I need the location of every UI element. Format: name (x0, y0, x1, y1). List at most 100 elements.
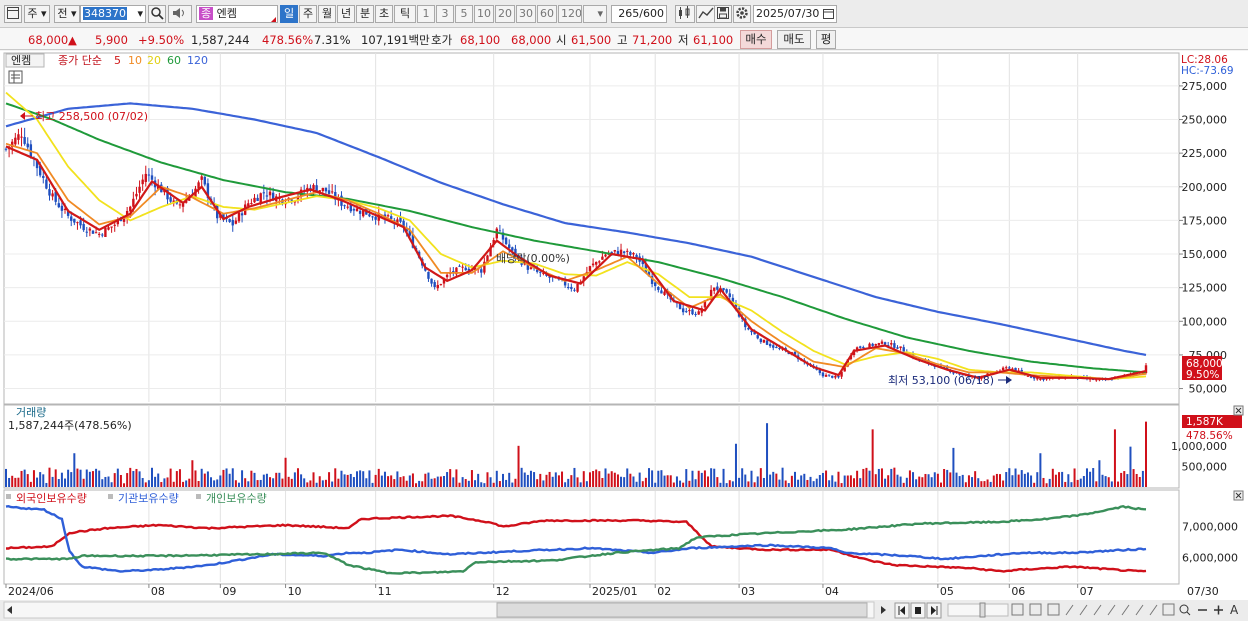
text-icon[interactable]: A (1230, 603, 1239, 617)
minute-button-120[interactable]: 120 (558, 5, 582, 23)
minute-button-1[interactable]: 1 (417, 5, 435, 23)
candle-body (11, 141, 14, 148)
volume-bar (1079, 478, 1082, 487)
first-icon[interactable] (894, 602, 910, 619)
volume-bar (8, 477, 11, 487)
candle-body (60, 205, 64, 211)
period-button-week[interactable]: 주 ▾ (24, 5, 50, 23)
holdings-tick-label: 7,000,000 (1182, 521, 1238, 534)
code-dropdown-icon[interactable]: ▾ (137, 7, 143, 20)
volume-bar (834, 481, 837, 487)
candle-body (709, 289, 713, 300)
candle-body (883, 342, 887, 345)
zoom-icon[interactable] (1179, 604, 1191, 616)
current-price: 68,000 (28, 33, 69, 47)
sell-button[interactable]: 매도 (777, 30, 811, 49)
interval-button-second[interactable]: 초 (375, 5, 393, 23)
minute-dropdown[interactable]: ▾ (583, 5, 607, 23)
stock-code-field[interactable]: 348370 ▾ (80, 5, 146, 23)
scroll-right-icon[interactable] (881, 606, 886, 614)
x-tick-label: 07 (1080, 585, 1094, 598)
minute-button-30[interactable]: 30 (516, 5, 536, 23)
minute-button-60[interactable]: 60 (537, 5, 557, 23)
volume-bar (675, 476, 678, 487)
volume-bar (166, 477, 169, 487)
holdings-panel-close-icon[interactable] (1233, 490, 1244, 501)
interval-button-year[interactable]: 년 (337, 5, 355, 23)
interval-button-day[interactable]: 일 (280, 5, 298, 23)
last-icon[interactable] (926, 602, 942, 619)
minute-button-5[interactable]: 5 (455, 5, 473, 23)
candle-body (461, 266, 464, 268)
candle-body (166, 187, 169, 200)
line-tools-icon[interactable] (696, 5, 716, 23)
volume-bar (116, 468, 119, 487)
minute-button-3[interactable]: 3 (436, 5, 454, 23)
stock-name-field[interactable]: 종 엔켐 (196, 5, 278, 23)
volume-bar (924, 473, 927, 487)
candle-body (1029, 376, 1033, 378)
calendar-icon[interactable] (823, 8, 834, 19)
plus-icon[interactable] (1214, 605, 1223, 615)
candle-body (1026, 375, 1030, 377)
volume-bar (654, 482, 657, 487)
volume-bar (76, 468, 79, 487)
interval-button-tick[interactable]: 틱 (394, 5, 416, 23)
candle-body (452, 271, 455, 273)
settings-icon[interactable] (733, 5, 751, 23)
minute-button-10[interactable]: 10 (474, 5, 494, 23)
scroll-left-icon[interactable] (7, 606, 12, 614)
date-field[interactable]: 2025/07/30 (753, 5, 837, 23)
volume-bar (141, 478, 144, 487)
volume-bar (1098, 460, 1101, 487)
candle-body (206, 183, 210, 198)
candle-body (427, 271, 430, 279)
search-icon[interactable] (148, 5, 166, 23)
volume-bar (430, 478, 433, 487)
interval-button-week[interactable]: 주 (299, 5, 317, 23)
candle-body (871, 343, 874, 346)
market-button[interactable]: 전 ▾ (54, 5, 80, 23)
zoom-slider-handle[interactable] (979, 602, 986, 618)
candle-body (759, 338, 763, 343)
chart-tools-icon[interactable] (675, 5, 695, 23)
candle-body (778, 348, 781, 350)
volume-bar (790, 475, 793, 487)
volume-bar (557, 475, 560, 487)
window-icon[interactable] (4, 5, 22, 23)
buy-button[interactable]: 매수 (740, 30, 772, 49)
volume-panel-close-icon[interactable] (1233, 405, 1244, 416)
holdings-line-2 (5, 504, 1147, 575)
volume-bar (396, 471, 399, 487)
gear-glyph (736, 7, 748, 19)
candle-body (402, 220, 405, 228)
volume-bar (853, 478, 856, 487)
legend-ma20: 20 (147, 54, 161, 67)
candle-body (23, 136, 26, 144)
zoom-slider[interactable] (947, 603, 1009, 617)
candle-body (181, 203, 185, 207)
volume-icon[interactable] (168, 5, 192, 23)
volume-bar (147, 480, 150, 487)
save-icon[interactable] (714, 5, 732, 23)
candle-body (296, 197, 300, 200)
interval-button-month[interactable]: 월 (318, 5, 336, 23)
candle-body (368, 214, 371, 217)
chart-menu-icon[interactable] (8, 70, 23, 84)
volume-bar (703, 470, 706, 487)
minute-button-20[interactable]: 20 (495, 5, 515, 23)
candle-body (818, 369, 822, 374)
volume-bar (101, 479, 104, 487)
balance-button[interactable]: 평 (816, 30, 836, 49)
interval-button-minute[interactable]: 분 (356, 5, 374, 23)
volume-bar (178, 469, 181, 487)
stop-icon[interactable] (910, 602, 926, 619)
volume-bar (958, 476, 961, 487)
candle-body (635, 254, 638, 258)
volume-bar (778, 479, 781, 487)
price-panel (3, 52, 1180, 405)
drawing-tools[interactable] (1011, 603, 1175, 616)
scrollbar-thumb[interactable] (496, 602, 868, 618)
volume-bar (887, 475, 890, 487)
data-count-field[interactable]: 265/600 (611, 5, 667, 23)
